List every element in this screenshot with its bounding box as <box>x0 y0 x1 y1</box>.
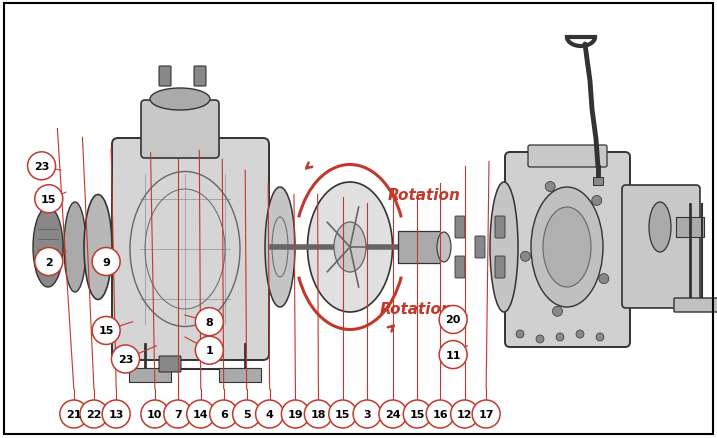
Text: 24: 24 <box>385 409 401 419</box>
Circle shape <box>111 345 140 373</box>
Text: 15: 15 <box>41 194 57 204</box>
Text: 20: 20 <box>445 315 461 325</box>
Circle shape <box>592 196 602 206</box>
Circle shape <box>516 330 524 338</box>
Ellipse shape <box>64 202 86 292</box>
FancyBboxPatch shape <box>141 101 219 159</box>
Circle shape <box>102 400 130 428</box>
Text: 16: 16 <box>432 409 448 419</box>
Ellipse shape <box>150 89 210 111</box>
Circle shape <box>328 400 357 428</box>
Ellipse shape <box>543 208 591 287</box>
Text: 2: 2 <box>45 257 52 267</box>
Text: 15: 15 <box>409 409 425 419</box>
Circle shape <box>576 330 584 338</box>
Circle shape <box>195 308 224 336</box>
Circle shape <box>27 152 56 180</box>
Circle shape <box>34 248 63 276</box>
Text: 10: 10 <box>147 409 163 419</box>
Text: 6: 6 <box>220 409 227 419</box>
Circle shape <box>521 252 531 262</box>
Text: 11: 11 <box>445 350 461 360</box>
Circle shape <box>379 400 407 428</box>
FancyBboxPatch shape <box>674 298 717 312</box>
Ellipse shape <box>265 187 295 307</box>
Text: 21: 21 <box>66 409 82 419</box>
Circle shape <box>232 400 261 428</box>
Circle shape <box>536 335 544 343</box>
FancyBboxPatch shape <box>622 186 700 308</box>
Circle shape <box>553 307 562 317</box>
Circle shape <box>186 400 215 428</box>
Text: 4: 4 <box>266 409 273 419</box>
FancyBboxPatch shape <box>398 231 440 263</box>
Text: 15: 15 <box>335 409 351 419</box>
Circle shape <box>426 400 455 428</box>
Text: 5: 5 <box>243 409 250 419</box>
FancyBboxPatch shape <box>219 368 261 382</box>
FancyBboxPatch shape <box>194 67 206 87</box>
Circle shape <box>556 333 564 341</box>
Circle shape <box>92 248 120 276</box>
FancyBboxPatch shape <box>159 67 171 87</box>
Text: 23: 23 <box>34 162 49 171</box>
Text: 17: 17 <box>478 409 494 419</box>
Circle shape <box>450 400 479 428</box>
Text: 19: 19 <box>288 409 303 419</box>
Text: 12: 12 <box>457 409 473 419</box>
Text: 1: 1 <box>206 346 213 355</box>
FancyBboxPatch shape <box>528 146 607 168</box>
Text: 3: 3 <box>364 409 371 419</box>
Circle shape <box>255 400 284 428</box>
Text: 18: 18 <box>310 409 326 419</box>
Ellipse shape <box>649 202 671 252</box>
Ellipse shape <box>334 223 366 272</box>
FancyBboxPatch shape <box>475 237 485 258</box>
Ellipse shape <box>308 183 392 312</box>
Circle shape <box>596 333 604 341</box>
Circle shape <box>141 400 169 428</box>
FancyBboxPatch shape <box>112 139 269 360</box>
Circle shape <box>163 400 192 428</box>
FancyBboxPatch shape <box>455 256 465 279</box>
FancyBboxPatch shape <box>593 177 603 186</box>
Text: Rotation: Rotation <box>380 302 453 317</box>
Ellipse shape <box>437 233 451 262</box>
Circle shape <box>304 400 333 428</box>
Circle shape <box>92 317 120 345</box>
Ellipse shape <box>531 187 603 307</box>
Text: 13: 13 <box>108 409 124 419</box>
FancyBboxPatch shape <box>676 218 704 237</box>
FancyBboxPatch shape <box>129 368 171 382</box>
Ellipse shape <box>490 183 518 312</box>
Text: 9: 9 <box>103 257 110 267</box>
Circle shape <box>353 400 381 428</box>
Circle shape <box>403 400 432 428</box>
Circle shape <box>439 341 467 369</box>
Circle shape <box>545 182 555 192</box>
Ellipse shape <box>33 208 63 287</box>
FancyBboxPatch shape <box>495 256 505 279</box>
FancyBboxPatch shape <box>159 356 181 372</box>
Circle shape <box>209 400 238 428</box>
FancyBboxPatch shape <box>495 216 505 238</box>
Circle shape <box>60 400 88 428</box>
Circle shape <box>439 306 467 334</box>
Text: 7: 7 <box>174 409 181 419</box>
Text: 15: 15 <box>98 326 114 336</box>
Circle shape <box>80 400 108 428</box>
Circle shape <box>599 274 609 284</box>
FancyBboxPatch shape <box>455 216 465 238</box>
Text: 14: 14 <box>193 409 209 419</box>
Circle shape <box>281 400 310 428</box>
Circle shape <box>472 400 500 428</box>
Text: 22: 22 <box>86 409 102 419</box>
Circle shape <box>195 336 224 364</box>
Text: 8: 8 <box>206 317 213 327</box>
Text: Rotation: Rotation <box>388 188 461 203</box>
Ellipse shape <box>84 195 112 300</box>
FancyBboxPatch shape <box>505 153 630 347</box>
Circle shape <box>34 185 63 213</box>
Text: 23: 23 <box>118 354 133 364</box>
